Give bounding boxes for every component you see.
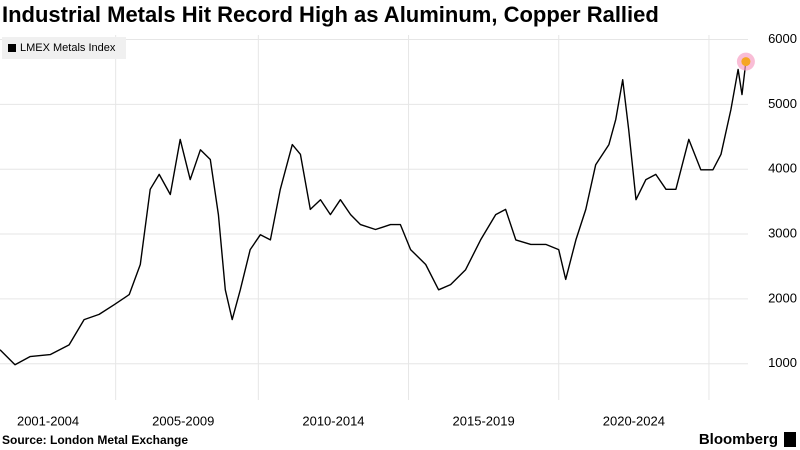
end-marker [741, 57, 751, 67]
y-tick-label: 4000 [768, 161, 797, 176]
y-tick-label: 3000 [768, 225, 797, 240]
y-tick-label: 2000 [768, 290, 797, 305]
legend: LMEX Metals Index [2, 37, 126, 59]
x-tick-label: 2010-2014 [302, 413, 364, 428]
legend-label: LMEX Metals Index [20, 42, 116, 54]
brand-icon [784, 432, 796, 447]
brand: Bloomberg [699, 431, 778, 448]
x-tick-label: 2005-2009 [152, 413, 214, 428]
x-tick-label: 2001-2004 [17, 413, 79, 428]
source: Source: London Metal Exchange [2, 433, 188, 447]
line [0, 61, 747, 366]
legend-swatch [8, 44, 16, 52]
x-tick-label: 2015-2019 [453, 413, 515, 428]
chart-title: Industrial Metals Hit Record High as Alu… [2, 2, 659, 27]
y-tick-label: 1000 [768, 355, 797, 370]
x-tick-label: 2020-2024 [603, 413, 665, 428]
legend-box [2, 37, 126, 59]
y-tick-label: 5000 [768, 96, 797, 111]
y-tick-label: 6000 [768, 31, 797, 46]
